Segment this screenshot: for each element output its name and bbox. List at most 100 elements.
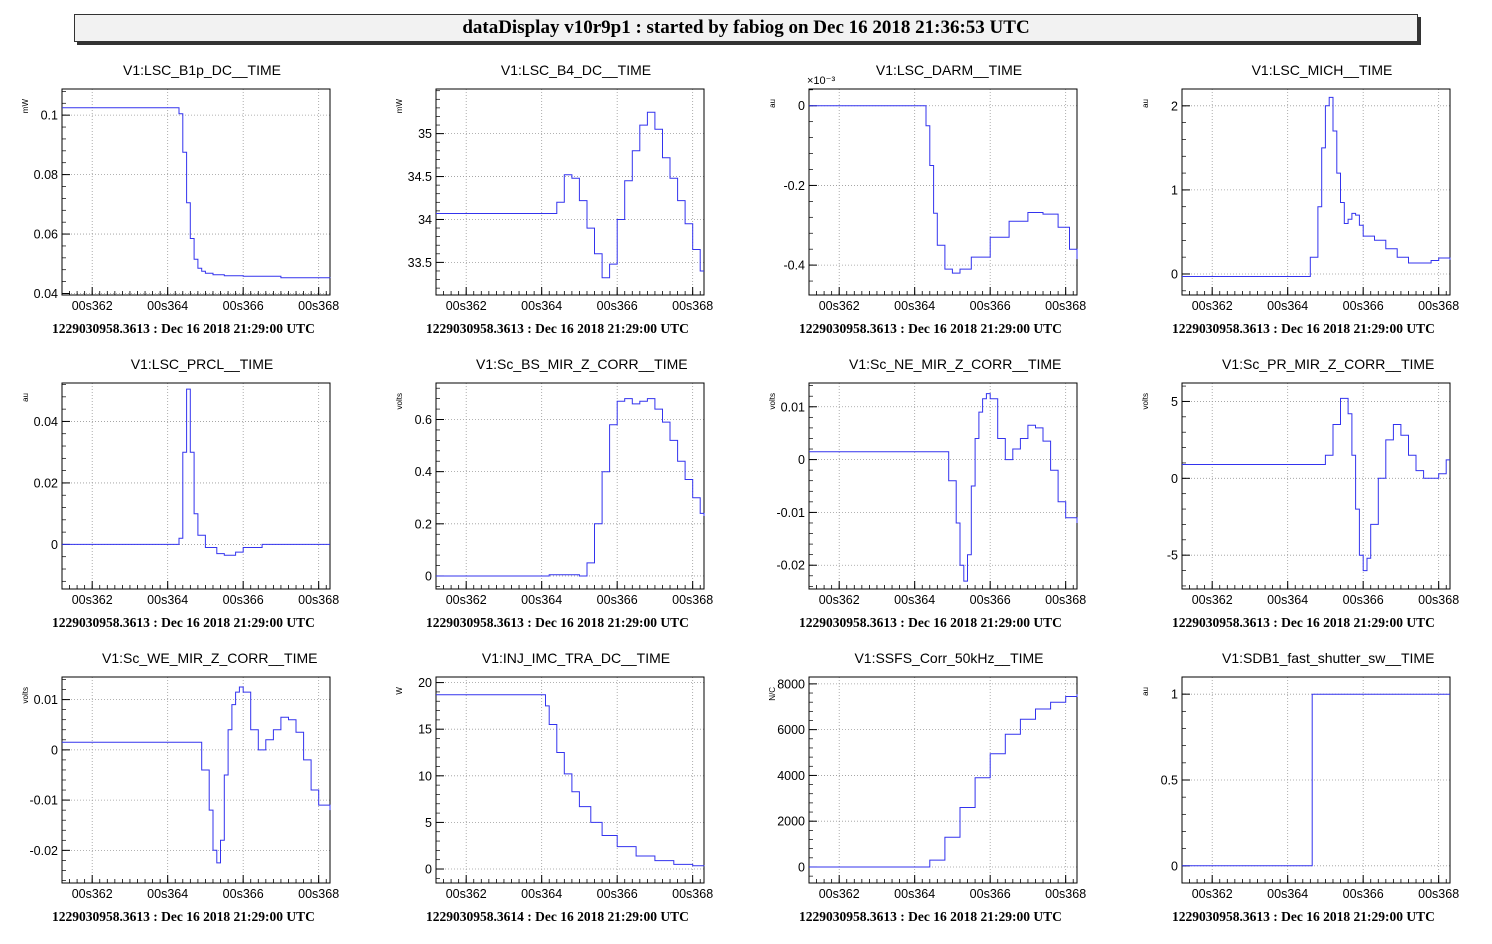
x-tick-label: 00s364 [1267,593,1308,606]
chart-panel: V1:LSC_B4_DC__TIME 00s362 00s364 00s366 00s3… [396,62,769,356]
y-tick-label: 0 [425,863,432,877]
plot-frame [61,88,331,296]
y-tick-label: 0.6 [415,413,432,427]
x-tick-label: 00s368 [672,887,713,900]
chart-footer-timestamp: 1229030958.3613 : Dec 16 2018 21:29:00 U… [426,321,689,336]
y-tick-label: 0.04 [34,415,58,429]
x-tick-label: 00s366 [970,299,1011,312]
chart-title: V1:Sc_BS_MIR_Z_CORR__TIME [476,356,688,372]
y-tick-label: 0.08 [34,168,58,182]
x-tick-label: 00s368 [672,593,713,606]
x-tick-label: 00s362 [446,299,487,312]
x-tick-label: 00s362 [1192,593,1233,606]
x-tick-label: 00s364 [147,299,188,312]
y-tick-label: -0.01 [777,506,806,520]
x-tick-label: 00s366 [1343,593,1384,606]
chart-plot: 00s362 00s364 00s366 00s368 0.01 0 -0.01 -0.02 v… [22,676,339,900]
y-axis-label: au [1142,687,1150,696]
x-tick-label: 00s366 [1343,887,1384,900]
plot-frame [1181,88,1451,296]
x-tick-label: 00s364 [894,593,935,606]
y-tick-label: 0 [798,860,805,874]
y-tick-label: -0.02 [30,844,59,858]
chart-title: V1:INJ_IMC_TRA_DC__TIME [481,650,671,666]
y-tick-label: -0.02 [777,559,806,573]
y-tick-label: 0.01 [781,400,805,414]
series-line [62,686,331,864]
y-tick-label: 1 [1171,183,1178,197]
y-tick-label: 0 [798,99,805,113]
y-tick-label: 0 [1171,267,1178,281]
chart-footer-timestamp: 1229030958.3614 : Dec 16 2018 21:29:00 U… [426,909,689,924]
plot-frame [808,676,1078,884]
chart-panel: V1:Sc_BS_MIR_Z_CORR__TIME 00s362 00s364 00s… [396,356,769,650]
x-tick-label: 00s366 [970,593,1011,606]
page-title: dataDisplay v10r9p1 : started by fabiog … [74,14,1418,42]
y-tick-label: 34 [418,213,432,227]
y-tick-label: 1 [1171,688,1178,702]
y-axis-label: volts [396,393,404,409]
x-tick-label: 00s368 [1418,887,1459,900]
chart-title: V1:LSC_B1p_DC__TIME [123,62,281,78]
y-axis-label: volts [22,687,30,703]
chart-footer-timestamp: 1229030958.3613 : Dec 16 2018 21:29:00 U… [799,321,1062,336]
chart-panel: V1:Sc_WE_MIR_Z_CORR__TIME 00s362 00s364 00s… [22,650,395,944]
chart-footer-timestamp: 1229030958.3613 : Dec 16 2018 21:29:00 U… [1172,909,1435,924]
y-tick-label: 0 [1171,472,1178,486]
series-line [809,393,1078,582]
series-line [1182,96,1451,277]
y-tick-label: 0.1 [41,109,58,123]
plot-frame [1181,676,1451,884]
chart-footer-timestamp: 1229030958.3613 : Dec 16 2018 21:29:00 U… [799,615,1062,630]
series-line [436,398,705,577]
chart-plot: 00s362 00s364 00s366 00s368 0 0.5 1 au [1142,676,1459,900]
x-tick-label: 00s366 [223,299,264,312]
chart-panel: V1:LSC_MICH__TIME 00s362 00s364 00s366 00s36… [1142,62,1492,356]
chart-plot: 00s362 00s364 00s366 00s368 0.04 0.06 0.08 0.1 m… [22,88,339,312]
x-tick-label: 00s366 [223,593,264,606]
y-axis-label: volts [769,393,777,409]
chart-panel: V1:INJ_IMC_TRA_DC__TIME 00s362 00s364 00s36… [396,650,769,944]
plot-frame [61,382,331,590]
chart-footer-timestamp: 1229030958.3613 : Dec 16 2018 21:29:00 U… [799,909,1062,924]
y-tick-label: -0.4 [783,259,805,273]
series-line [436,694,705,867]
chart-plot: 00s362 00s364 00s366 00s368 0 -0.2 -0.4 au ×10⁻³ [769,75,1086,312]
y-tick-label: 0 [425,569,432,583]
x-tick-label: 00s368 [298,299,339,312]
x-tick-label: 00s362 [72,593,113,606]
x-tick-label: 00s366 [1343,299,1384,312]
x-tick-label: 00s366 [970,887,1011,900]
y-axis-label: mW [22,99,30,114]
x-tick-label: 00s368 [1045,593,1086,606]
x-tick-label: 00s362 [1192,299,1233,312]
x-tick-label: 00s362 [72,887,113,900]
chart-plot: 00s362 00s364 00s366 00s368 0.01 0 -0.01 -0.02 v… [769,382,1086,606]
y-axis-label: volts [1142,393,1150,409]
x-tick-label: 00s362 [1192,887,1233,900]
series-line [62,107,331,279]
y-tick-label: 35 [418,127,432,141]
chart-panel: V1:SSFS_Corr_50kHz__TIME 00s362 00s364 00s3… [769,650,1142,944]
x-tick-label: 00s364 [894,887,935,900]
y-tick-label: 0.02 [34,476,58,490]
chart-footer-timestamp: 1229030958.3613 : Dec 16 2018 21:29:00 U… [52,909,315,924]
chart-panel: V1:LSC_B1p_DC__TIME 00s362 00s364 00s366 00s… [22,62,395,356]
chart-plot: 00s362 00s364 00s366 00s368 5 0 -5 volts [1142,382,1459,606]
y-axis-label: N/C [769,687,777,701]
x-tick-label: 00s362 [819,887,860,900]
x-tick-label: 00s364 [147,887,188,900]
series-line [1182,397,1450,572]
y-tick-label: 6000 [777,723,805,737]
y-tick-label: 0 [1171,859,1178,873]
chart-plot: 00s362 00s364 00s366 00s368 33.5 34 34.5 35 mW [396,88,713,312]
chart-footer-timestamp: 1229030958.3613 : Dec 16 2018 21:29:00 U… [426,615,689,630]
y-tick-label: 20 [418,676,432,690]
series-line [62,388,330,556]
chart-panel: V1:LSC_DARM__TIME 00s362 00s364 00s366 00s36… [769,62,1142,356]
y-tick-label: 0.06 [34,228,58,242]
y-tick-label: 10 [418,769,432,783]
x-tick-label: 00s362 [446,887,487,900]
chart-title: V1:Sc_NE_MIR_Z_CORR__TIME [849,356,1062,372]
x-tick-label: 00s366 [597,593,638,606]
